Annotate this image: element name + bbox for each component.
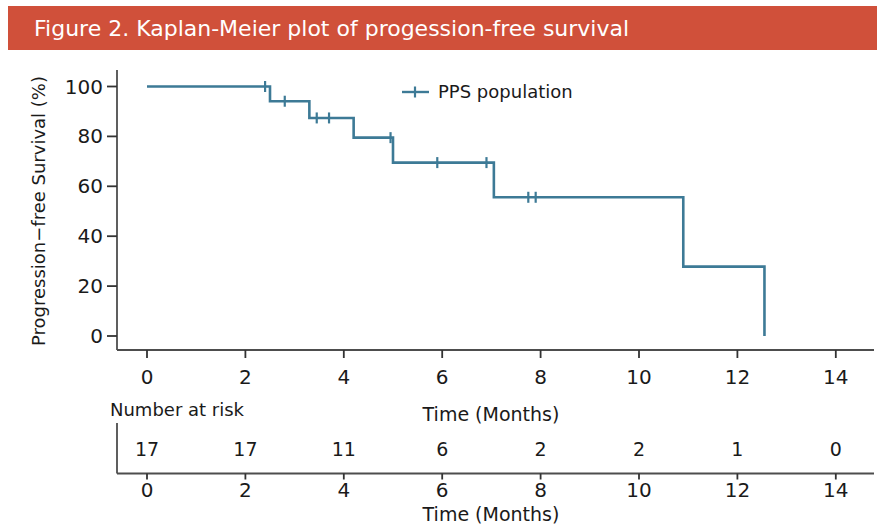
y-axis-title: Progression−free Survival (%) — [28, 76, 49, 346]
legend-censor-marker-icon — [401, 85, 431, 99]
risk-x-axis-title: Time (Months) — [423, 503, 560, 525]
y-tick-label: 20 — [78, 274, 103, 298]
x-tick-label: 14 — [823, 365, 848, 389]
legend: PPS population — [401, 81, 573, 102]
km-plot-canvas: 0204060801000246810121417017211466282101… — [0, 0, 885, 530]
y-tick-label: 40 — [78, 224, 103, 248]
x-tick-label: 10 — [626, 365, 651, 389]
risk-time-label: 10 — [626, 478, 651, 502]
risk-count: 2 — [633, 438, 645, 460]
y-tick-label: 0 — [90, 324, 103, 348]
km-curve — [147, 87, 764, 337]
legend-label: PPS population — [438, 81, 573, 102]
risk-count: 6 — [436, 438, 448, 460]
risk-time-label: 6 — [436, 478, 449, 502]
risk-count: 1 — [731, 438, 743, 460]
x-tick-label: 6 — [436, 365, 449, 389]
x-tick-label: 8 — [534, 365, 547, 389]
risk-table-title: Number at risk — [110, 399, 244, 420]
risk-count: 17 — [233, 438, 257, 460]
x-tick-label: 0 — [141, 365, 154, 389]
risk-time-label: 14 — [823, 478, 848, 502]
x-tick-label: 4 — [337, 365, 350, 389]
risk-count: 17 — [135, 438, 159, 460]
risk-count: 0 — [830, 438, 842, 460]
risk-count: 2 — [535, 438, 547, 460]
risk-time-label: 8 — [534, 478, 547, 502]
y-tick-label: 100 — [65, 75, 103, 99]
risk-time-label: 0 — [141, 478, 154, 502]
risk-count: 11 — [332, 438, 356, 460]
risk-time-label: 4 — [337, 478, 350, 502]
y-tick-label: 80 — [78, 124, 103, 148]
x-tick-label: 2 — [239, 365, 252, 389]
risk-time-label: 2 — [239, 478, 252, 502]
figure-page: Figure 2. Kaplan-Meier plot of progessio… — [0, 0, 885, 530]
x-tick-label: 12 — [725, 365, 750, 389]
x-axis-title: Time (Months) — [423, 403, 560, 425]
y-tick-label: 60 — [78, 174, 103, 198]
risk-time-label: 12 — [725, 478, 750, 502]
